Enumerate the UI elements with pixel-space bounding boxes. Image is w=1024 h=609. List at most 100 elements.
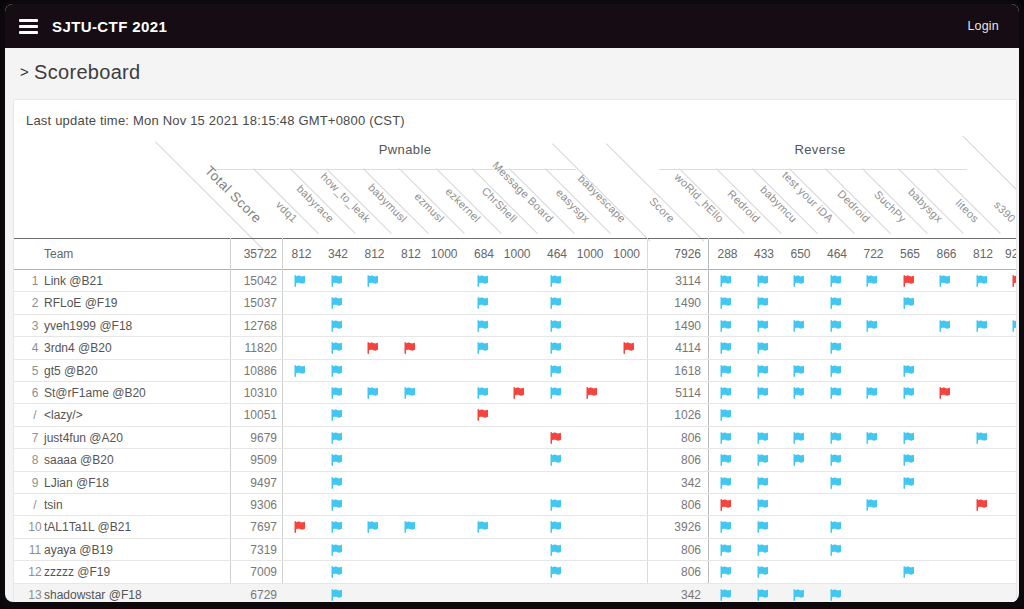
scoreboard-card: Last update time: Mon Nov 15 2021 18:15:… bbox=[13, 99, 1017, 602]
table-row[interactable]: 10tAL1Ta1L @B2176973926 bbox=[14, 516, 1016, 538]
solved-flag-icon bbox=[477, 320, 490, 332]
solved-flag-icon bbox=[976, 320, 989, 332]
last-update-time: Last update time: Mon Nov 15 2021 18:15:… bbox=[14, 100, 1016, 128]
table-row[interactable]: 1Link @B21150423114 bbox=[14, 270, 1016, 292]
team-column-header: Team bbox=[44, 238, 164, 270]
solved-flag-icon bbox=[477, 297, 490, 309]
solved-flag-icon bbox=[331, 544, 344, 556]
solved-flag-icon bbox=[404, 521, 417, 533]
table-row[interactable]: 9LJian @F189497342 bbox=[14, 472, 1016, 494]
team-name: just4fun @A20 bbox=[44, 427, 123, 449]
challenge-points: 812 bbox=[392, 238, 422, 270]
table-row[interactable]: 11ayaya @B197319806 bbox=[14, 539, 1016, 561]
total-score-cell: 15037 bbox=[174, 292, 277, 314]
table-row[interactable]: 6St@rF1ame @B20103105114 bbox=[14, 382, 1016, 404]
solved-flag-icon bbox=[720, 387, 733, 399]
app-title: SJTU-CTF 2021 bbox=[52, 18, 167, 35]
pwnable-score-cell: 4114 bbox=[647, 337, 701, 359]
table-row[interactable]: /tsin9306806 bbox=[14, 494, 1016, 516]
solved-flag-icon bbox=[367, 275, 380, 287]
solved-flag-icon bbox=[757, 275, 770, 287]
challenge-points: 565 bbox=[891, 238, 921, 270]
team-name: zzzzz @F19 bbox=[44, 561, 110, 583]
pwnable-score-cell: 806 bbox=[647, 449, 701, 471]
first-blood-flag-icon bbox=[623, 342, 636, 354]
solved-flag-icon bbox=[720, 566, 733, 578]
table-row[interactable]: 7just4fun @A209679806 bbox=[14, 427, 1016, 449]
solved-flag-icon bbox=[550, 566, 563, 578]
table-row[interactable]: 13shadowstar @F186729342 bbox=[14, 584, 1016, 602]
table-row[interactable]: 43rdn4 @B20118204114 bbox=[14, 337, 1016, 359]
team-name: St@rF1ame @B20 bbox=[44, 382, 146, 404]
challenge-points: 1000 bbox=[501, 238, 531, 270]
total-score-points: 35722 bbox=[174, 238, 277, 270]
total-score-cell: 10051 bbox=[174, 404, 277, 426]
solved-flag-icon bbox=[793, 320, 806, 332]
solved-flag-icon bbox=[793, 432, 806, 444]
solved-flag-icon bbox=[757, 454, 770, 466]
solved-flag-icon bbox=[720, 544, 733, 556]
solved-flag-icon bbox=[793, 275, 806, 287]
total-score-cell: 12768 bbox=[174, 315, 277, 337]
challenge-points: 812 bbox=[964, 238, 994, 270]
solved-flag-icon bbox=[939, 320, 952, 332]
solved-flag-icon bbox=[793, 365, 806, 377]
table-row[interactable]: 8saaaa @B209509806 bbox=[14, 449, 1016, 471]
solved-flag-icon bbox=[331, 521, 344, 533]
team-name: RFLoE @F19 bbox=[44, 292, 118, 314]
solved-flag-icon bbox=[830, 521, 843, 533]
first-blood-flag-icon bbox=[903, 275, 916, 287]
challenge-points: 722 bbox=[854, 238, 884, 270]
team-name: <lazy/> bbox=[44, 404, 83, 426]
first-blood-flag-icon bbox=[294, 521, 307, 533]
first-blood-flag-icon bbox=[939, 387, 952, 399]
solved-flag-icon bbox=[720, 275, 733, 287]
pwnable-score-cell: 3926 bbox=[647, 516, 701, 538]
solved-flag-icon bbox=[367, 521, 380, 533]
solved-flag-icon bbox=[830, 342, 843, 354]
team-name: ayaya @B19 bbox=[44, 539, 113, 561]
solved-flag-icon bbox=[757, 365, 770, 377]
challenge-points: 1000 bbox=[574, 238, 604, 270]
team-name: gt5 @B20 bbox=[44, 360, 98, 382]
first-blood-flag-icon bbox=[550, 432, 563, 444]
pwnable-score-cell: 806 bbox=[647, 561, 701, 583]
first-blood-flag-icon bbox=[586, 387, 599, 399]
solved-flag-icon bbox=[757, 589, 770, 601]
total-score-cell: 11820 bbox=[174, 337, 277, 359]
table-row[interactable]: 3yveh1999 @F18127681490 bbox=[14, 315, 1016, 337]
table-row[interactable]: /<lazy/>100511026 bbox=[14, 404, 1016, 426]
hamburger-menu-icon[interactable] bbox=[19, 16, 38, 37]
solved-flag-icon bbox=[830, 365, 843, 377]
top-navbar: SJTU-CTF 2021 Login bbox=[5, 4, 1019, 48]
solved-flag-icon bbox=[903, 365, 916, 377]
scoreboard-table: PwnableReverseTotal Scorevdq1babyracehow… bbox=[14, 136, 1016, 602]
challenge-points: 464 bbox=[538, 238, 568, 270]
solved-flag-icon bbox=[903, 432, 916, 444]
solved-flag-icon bbox=[793, 589, 806, 601]
total-score-cell: 10310 bbox=[174, 382, 277, 404]
challenge-points: 812 bbox=[355, 238, 385, 270]
solved-flag-icon bbox=[720, 365, 733, 377]
solved-flag-icon bbox=[331, 387, 344, 399]
total-score-cell: 9306 bbox=[174, 494, 277, 516]
solved-flag-icon bbox=[404, 387, 417, 399]
solved-flag-icon bbox=[331, 477, 344, 489]
table-row[interactable]: 5gt5 @B20108861618 bbox=[14, 360, 1016, 382]
challenge-points: 288 bbox=[708, 238, 738, 270]
breadcrumb-chevron-icon: > bbox=[20, 63, 29, 80]
solved-flag-icon bbox=[477, 275, 490, 287]
team-name: Link @B21 bbox=[44, 270, 103, 292]
pwnable-score-cell: 1490 bbox=[647, 315, 701, 337]
solved-flag-icon bbox=[866, 499, 879, 511]
solved-flag-icon bbox=[866, 275, 879, 287]
table-row[interactable]: 2RFLoE @F19150371490 bbox=[14, 292, 1016, 314]
login-button[interactable]: Login bbox=[967, 19, 999, 33]
solved-flag-icon bbox=[550, 521, 563, 533]
pwnable-score-cell: 5114 bbox=[647, 382, 701, 404]
solved-flag-icon bbox=[331, 409, 344, 421]
team-name: tsin bbox=[44, 494, 63, 516]
first-blood-flag-icon bbox=[367, 342, 380, 354]
table-row[interactable]: 12zzzzz @F197009806 bbox=[14, 561, 1016, 583]
solved-flag-icon bbox=[550, 387, 563, 399]
